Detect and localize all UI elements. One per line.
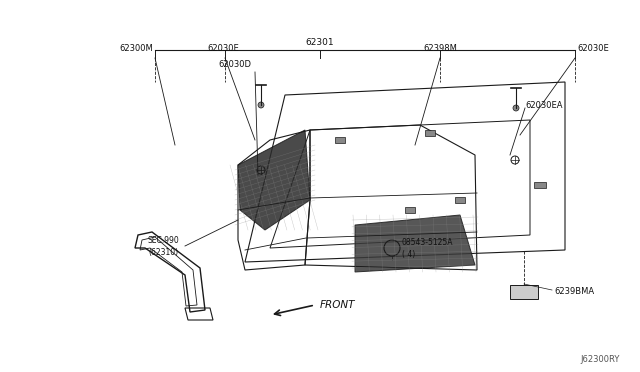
Text: 62398M: 62398M (423, 44, 457, 52)
Text: SEC.990: SEC.990 (148, 235, 180, 244)
Bar (335, 137, 345, 143)
Text: J62300RY: J62300RY (580, 356, 620, 365)
Text: ( 4): ( 4) (402, 250, 415, 259)
Polygon shape (238, 130, 310, 230)
Text: FRONT: FRONT (320, 300, 355, 310)
Text: 62301: 62301 (306, 38, 334, 46)
Text: 08543-5125A: 08543-5125A (402, 237, 454, 247)
Circle shape (513, 105, 519, 111)
Text: 62030E: 62030E (207, 44, 239, 52)
Bar (510, 285, 538, 299)
Bar (455, 197, 465, 203)
Bar (405, 207, 415, 213)
Text: (62310): (62310) (148, 248, 178, 257)
Text: 6239BMA: 6239BMA (554, 288, 594, 296)
Bar (534, 182, 546, 188)
Bar (425, 130, 435, 136)
Text: 62030D: 62030D (218, 60, 252, 68)
Polygon shape (355, 215, 475, 272)
Text: 62030E: 62030E (577, 44, 609, 52)
Circle shape (258, 102, 264, 108)
Text: 62030EA: 62030EA (525, 100, 563, 109)
Text: 62300M: 62300M (119, 44, 153, 52)
